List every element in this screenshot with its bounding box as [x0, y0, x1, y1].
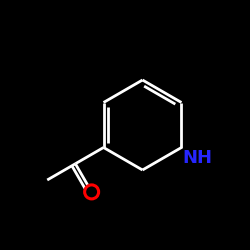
Circle shape [85, 185, 99, 199]
Text: NH: NH [183, 149, 213, 167]
